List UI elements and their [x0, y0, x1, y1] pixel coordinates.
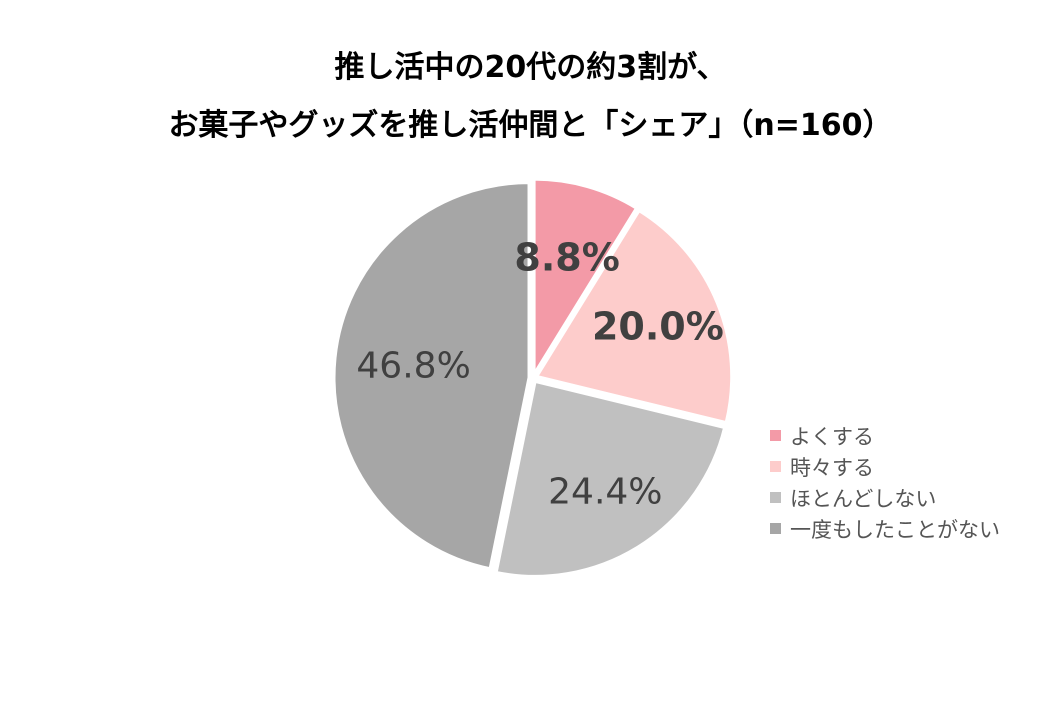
legend-swatch — [770, 523, 781, 534]
legend-item-4: 一度もしたことがない — [770, 513, 1000, 544]
pie-slice-3 — [494, 379, 727, 578]
legend-item-3: ほとんどしない — [770, 482, 1000, 513]
data-label-2: 20.0% — [592, 305, 724, 349]
legend-label: よくする — [790, 424, 874, 449]
chart-title-line-1: 推し活中の20代の約3割が、 — [334, 50, 727, 85]
data-label-1: 8.8% — [514, 236, 619, 280]
pie-slice-2 — [534, 208, 734, 425]
legend-swatch — [770, 461, 781, 472]
pie-slices — [332, 177, 734, 578]
legend-item-1: よくする — [770, 420, 1000, 451]
legend-item-2: 時々する — [770, 451, 1000, 482]
pie-slice-4 — [332, 181, 531, 571]
data-label-4: 46.8% — [356, 345, 470, 386]
legend-swatch — [770, 430, 781, 441]
legend-swatch — [770, 492, 781, 503]
legend: よくする時々するほとんどしない一度もしたことがない — [770, 420, 1000, 544]
legend-label: 一度もしたことがない — [790, 517, 1000, 542]
legend-label: ほとんどしない — [790, 486, 937, 511]
pie-slice-1 — [532, 177, 639, 380]
legend-label: 時々する — [790, 455, 874, 480]
chart-title-line-2: お菓子やグッズを推し活仲間と「シェア」（n=160） — [168, 108, 893, 143]
pie-data-labels: 8.8% 20.0% 24.4% 46.8% — [356, 236, 723, 513]
data-label-3: 24.4% — [548, 471, 662, 512]
